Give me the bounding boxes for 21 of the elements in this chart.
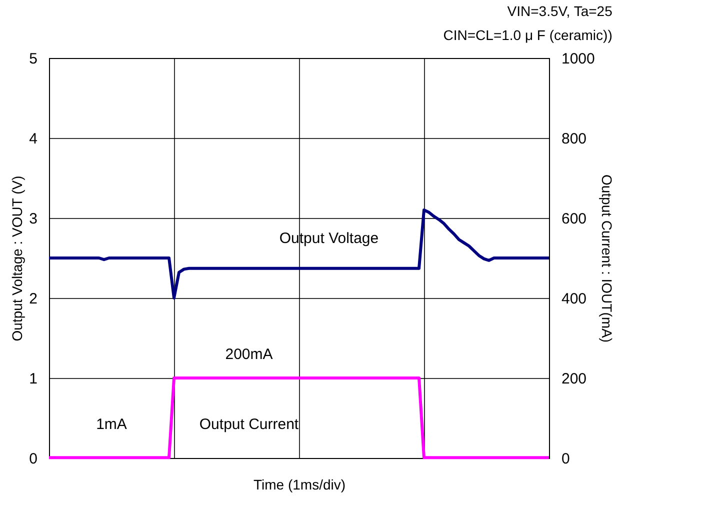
y2-tick-label: 1000 — [562, 50, 595, 68]
y-tick-label: 4 — [29, 130, 38, 148]
text: VIN=3.5V, Ta=25 — [507, 3, 613, 19]
y2-tick-label: 400 — [562, 290, 587, 308]
y-tick-label: 0 — [29, 450, 38, 468]
annotation: 200mA — [225, 346, 273, 363]
y-tick-label: 5 — [29, 50, 38, 68]
y2-tick-label: 0 — [562, 450, 570, 468]
y-tick-label: 1 — [29, 370, 38, 388]
y2-axis-title: Output Current : IOUT(mA) — [598, 174, 615, 343]
annotation: Output Current — [199, 416, 300, 433]
x-axis-title: Time (1ms/div) — [253, 476, 346, 492]
y-tick-label: 3 — [29, 210, 38, 228]
y-axis-title: Output Voltage : VOUT (V) — [9, 176, 26, 342]
line-series — [48, 208, 550, 300]
y2-tick-label: 600 — [562, 210, 587, 228]
y2-tick-label: 200 — [562, 370, 587, 388]
y2-tick-label: 800 — [562, 130, 587, 148]
annotation: 1mA — [96, 416, 127, 433]
text: CIN=CL=1.0 μ F (ceramic)) — [443, 27, 612, 43]
y-tick-label: 2 — [29, 290, 38, 308]
